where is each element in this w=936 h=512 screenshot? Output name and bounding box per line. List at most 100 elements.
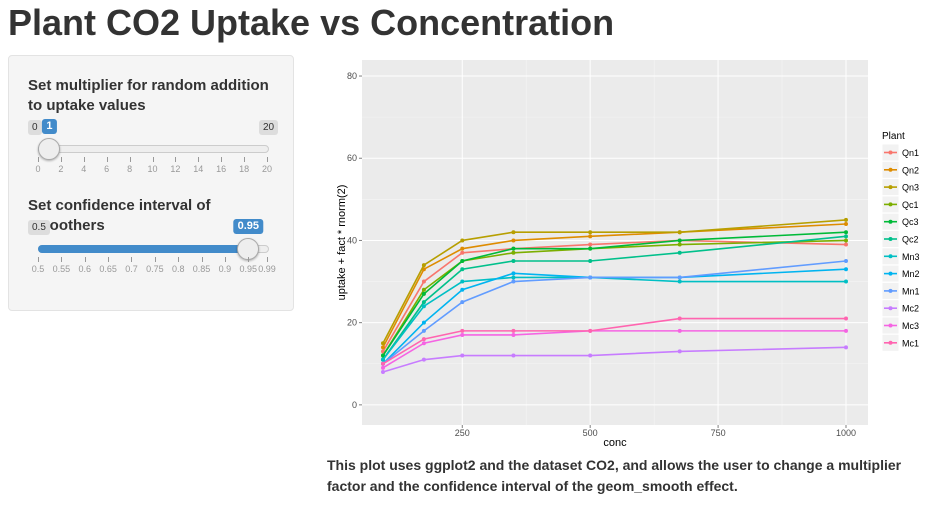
legend-label: Qn2 — [902, 165, 919, 175]
point — [677, 316, 682, 321]
slider-tick — [248, 257, 250, 262]
slider-min: 0 — [28, 120, 42, 135]
point — [460, 287, 465, 292]
slider-max: 20 — [259, 120, 279, 135]
point — [421, 304, 426, 309]
point — [380, 345, 385, 350]
slider-tick-label: 4 — [81, 164, 87, 174]
slider-tick-label: 12 — [170, 164, 181, 174]
point — [844, 217, 848, 222]
point — [460, 258, 465, 263]
sidebar: Set multiplier for random addition to up… — [8, 55, 294, 311]
slider-tick-label: 0.99 — [258, 264, 276, 274]
legend-dot — [888, 288, 893, 293]
slider-tick — [198, 157, 200, 162]
slider-tick-label: 18 — [239, 164, 250, 174]
slider-tick-label: 0.85 — [192, 264, 211, 274]
slider-handle[interactable] — [38, 138, 61, 160]
point — [588, 234, 593, 239]
point — [588, 353, 593, 358]
legend-title: Plant — [882, 131, 905, 142]
legend-label: Mc1 — [902, 338, 919, 348]
point — [511, 353, 516, 358]
legend-dot — [888, 306, 893, 311]
legend-label: Qc2 — [902, 235, 919, 245]
point — [677, 242, 682, 247]
legend-dot — [888, 254, 893, 259]
legend-dot — [888, 150, 893, 155]
legend-label: Mn3 — [902, 252, 920, 262]
point — [460, 332, 465, 337]
point — [677, 238, 682, 243]
legend-dot — [888, 219, 893, 224]
slider-tick-label: 0.8 — [171, 264, 185, 274]
slider-tick — [224, 257, 226, 262]
slider-tick — [108, 257, 110, 262]
slider-tick — [131, 257, 133, 262]
point — [588, 328, 593, 333]
slider-tick-label: 6 — [104, 164, 110, 174]
slider-label: Set multiplier for random addition to up… — [28, 77, 269, 114]
point — [844, 328, 848, 333]
point — [380, 341, 385, 346]
slider-tick — [221, 157, 223, 162]
point — [421, 287, 426, 292]
point — [460, 250, 465, 255]
point — [421, 328, 426, 333]
point — [460, 279, 465, 284]
point — [677, 275, 682, 280]
slider-tick-label: 0.5 — [31, 264, 45, 274]
slider-tick — [83, 157, 85, 162]
point — [511, 328, 516, 333]
point — [460, 353, 465, 358]
y-tick-label: 20 — [347, 318, 357, 328]
slider-tick — [267, 257, 268, 262]
legend-label: Qn1 — [902, 148, 919, 158]
slider-fill — [38, 245, 249, 253]
legend-dot — [888, 167, 893, 172]
slider-tick-label: 0.95 — [239, 264, 258, 274]
point — [421, 320, 426, 325]
page-title: Plant CO2 Uptake vs Concentration — [8, 2, 615, 43]
point — [421, 300, 426, 305]
point — [511, 250, 516, 255]
point — [511, 230, 516, 235]
point — [844, 267, 848, 272]
point — [421, 263, 426, 268]
legend-dot — [888, 202, 893, 207]
point — [844, 316, 848, 321]
x-tick-label: 1000 — [836, 428, 856, 438]
slider-tick-label: 0.55 — [52, 264, 71, 274]
y-tick-label: 60 — [347, 153, 357, 163]
x-tick-label: 250 — [455, 428, 470, 438]
point — [511, 332, 516, 337]
point — [844, 230, 848, 235]
x-axis-label: conc — [603, 437, 627, 449]
legend-dot — [888, 237, 893, 241]
slider-tick-label: 0.6 — [78, 264, 91, 274]
point — [460, 300, 465, 305]
point — [511, 271, 516, 276]
point — [380, 353, 385, 358]
slider-tick-label: 0.9 — [218, 264, 232, 274]
slider-tick-label: 0.7 — [125, 264, 138, 274]
point — [421, 337, 426, 342]
slider-tick-label: 8 — [127, 164, 133, 174]
point — [421, 279, 426, 284]
point — [511, 258, 516, 263]
y-tick-label: 40 — [347, 235, 357, 245]
slider-tick — [178, 257, 180, 262]
slider-tick — [201, 257, 203, 262]
slider-tick — [106, 157, 108, 162]
slider-tick — [61, 257, 63, 262]
slider-tick-label: 0.75 — [146, 264, 164, 274]
point — [844, 238, 848, 243]
slider-tick — [38, 157, 39, 162]
slider-value: 1 — [42, 119, 57, 134]
slider-track — [38, 145, 269, 153]
point — [421, 341, 426, 346]
point — [380, 361, 385, 366]
slider-tick — [38, 257, 39, 262]
